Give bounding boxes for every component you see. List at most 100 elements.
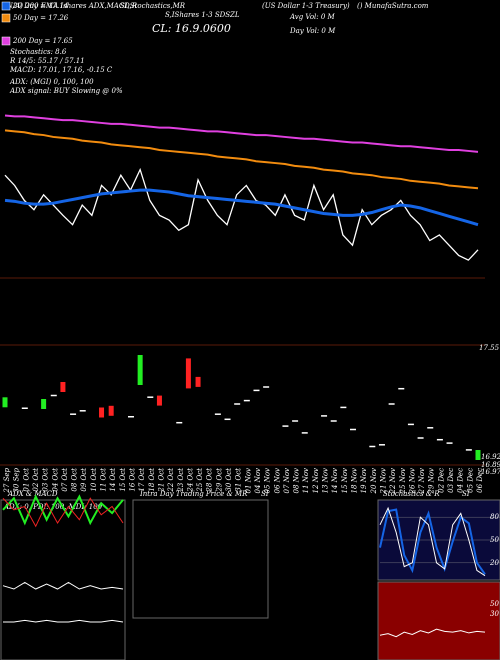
bar — [340, 406, 347, 409]
bar — [50, 394, 57, 397]
info: ADX: (MGI) 0, 100, 100 — [9, 78, 94, 86]
info: Stochastics: 8.6 — [10, 48, 67, 56]
title: (N/A) 200 EMA Ishares ADX,MACD,R — [4, 2, 138, 10]
bar — [147, 396, 154, 398]
legend-label: 200 Day = 17.65 — [12, 37, 73, 45]
x-tick-label: 07 Nov — [283, 468, 291, 493]
x-tick-label: 04 Dec — [457, 468, 465, 493]
title: S,IShares 1-3 SDSZL — [165, 11, 240, 19]
panel — [377, 581, 500, 660]
x-tick-label: 03 Dec — [447, 468, 455, 493]
panel-title: Stochastics & R — [383, 490, 440, 498]
x-tick-label: 07 Oct — [61, 468, 69, 492]
x-tick-label: 31 Oct — [235, 468, 243, 492]
x-tick-label: 23 Oct — [177, 468, 185, 493]
x-tick-label: 15 Nov — [341, 468, 349, 493]
bar — [79, 410, 86, 412]
x-tick-label: 29 Nov — [428, 468, 436, 494]
bar — [350, 428, 357, 431]
panel-title: SI — [462, 490, 470, 498]
bar — [214, 413, 221, 415]
bar — [253, 389, 260, 392]
x-tick-label: 17 Oct — [138, 468, 146, 492]
bar — [475, 450, 481, 460]
x-tick-label: 10 Oct — [90, 468, 98, 492]
bar — [137, 355, 143, 385]
bar — [234, 403, 241, 405]
x-tick-label: 14 Nov — [331, 468, 339, 493]
x-tick-label: 05 Nov — [264, 468, 272, 493]
bar — [388, 403, 395, 405]
x-tick-label: 24 Oct — [186, 468, 194, 493]
y-tick-label: 50 — [490, 536, 499, 544]
x-tick-label: 25 Oct — [196, 468, 204, 493]
legend-swatch — [1, 1, 11, 11]
line — [4, 129, 479, 190]
bar — [321, 415, 328, 417]
right-label: 17.55 — [479, 344, 500, 352]
x-tick-label: 02 Oct — [32, 468, 40, 492]
bar — [127, 416, 134, 418]
x-tick-label: 06 Nov — [273, 468, 281, 493]
bar — [21, 407, 28, 409]
x-tick-label: 09 Oct — [80, 468, 88, 492]
bar — [185, 358, 191, 389]
x-tick-label: 08 Oct — [71, 468, 79, 492]
bar — [282, 425, 289, 427]
bar — [417, 437, 424, 439]
x-tick-label: 08 Nov — [293, 468, 301, 493]
legend-swatch — [1, 36, 11, 46]
x-tick-label: 19 Nov — [360, 468, 368, 493]
bar — [292, 420, 299, 422]
x-tick-label: 25 Nov — [399, 468, 407, 494]
x-tick-label: 22 Nov — [389, 468, 397, 494]
info: MACD: 17.01, 17.16, -0.15 C — [9, 66, 113, 74]
bar — [41, 399, 47, 409]
x-tick-label: 05 Dec — [466, 468, 474, 493]
x-tick-label: 01 Nov — [244, 468, 252, 493]
y-tick-label: 80 — [490, 513, 499, 521]
bar — [465, 449, 472, 451]
line — [2, 497, 124, 528]
line — [379, 628, 486, 638]
panel-title: Intra Day Trading Price & MR — [139, 490, 248, 498]
x-tick-label: 06 Dec — [476, 468, 484, 493]
close: CL: 16.9.0600 — [152, 22, 231, 35]
x-tick-label: 13 Nov — [322, 468, 330, 493]
bar — [398, 387, 405, 390]
bar — [224, 418, 231, 421]
bar — [427, 427, 434, 429]
bar — [301, 432, 308, 434]
x-tick-label: 30 Oct — [225, 468, 233, 492]
x-tick-label: 26 Nov — [408, 468, 416, 494]
x-tick-label: 12 Nov — [312, 468, 320, 493]
rsi-tick: 50 — [490, 600, 499, 608]
right-label: 16.975 — [481, 468, 500, 476]
x-tick-label: 22 Oct — [167, 468, 175, 493]
rsi-tick: 30 — [490, 610, 499, 618]
bar — [156, 395, 162, 406]
line — [4, 188, 479, 227]
x-tick-label: 27 Sep — [3, 467, 11, 493]
bar — [436, 438, 443, 441]
bar — [330, 420, 337, 422]
x-tick-label: 11 Nov — [302, 468, 310, 493]
line — [3, 619, 124, 623]
bar — [195, 376, 201, 387]
line — [2, 494, 124, 526]
info: R 14/5: 55.17 / 57.11 — [9, 57, 85, 65]
bar — [176, 421, 183, 424]
x-tick-label: 14 Oct — [109, 468, 117, 492]
day-vol: Day Vol: 0 M — [289, 27, 336, 35]
bar — [446, 442, 453, 444]
x-tick-label: 15 Oct — [119, 468, 127, 492]
x-tick-label: 20 Nov — [370, 468, 378, 494]
line — [4, 167, 479, 261]
line — [379, 506, 486, 577]
bar — [60, 382, 66, 392]
info: ADX signal: BUY Slowing @ 0% — [9, 87, 123, 95]
right-label: 16.89 — [481, 461, 500, 469]
x-tick-label: 01 Oct — [22, 468, 30, 492]
x-tick-label: 03 Oct — [42, 468, 50, 492]
